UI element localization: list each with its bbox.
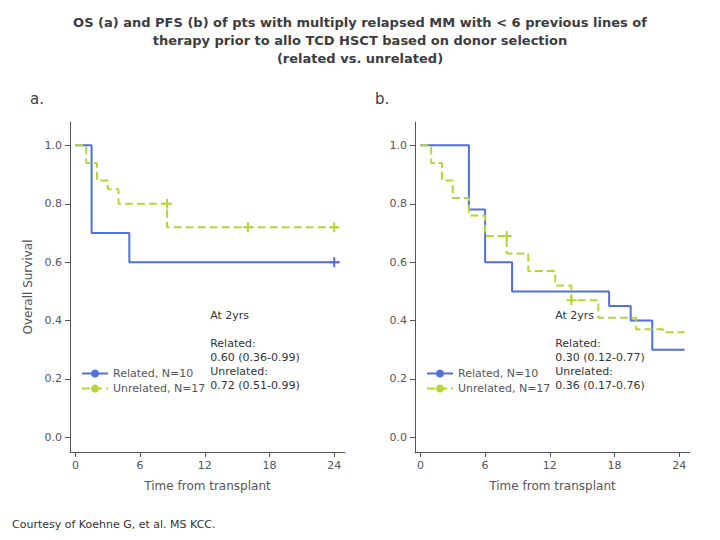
svg-text:0.72 (0.51-0.99): 0.72 (0.51-0.99) <box>210 379 300 392</box>
svg-text:Related:: Related: <box>210 337 255 350</box>
svg-text:0: 0 <box>72 459 79 472</box>
svg-text:At 2yrs: At 2yrs <box>555 309 594 322</box>
svg-text:a.: a. <box>30 90 44 108</box>
svg-text:24: 24 <box>327 459 341 472</box>
svg-text:1.0: 1.0 <box>390 139 408 152</box>
svg-text:24: 24 <box>672 459 686 472</box>
svg-text:OS (a) and PFS (b) of pts with: OS (a) and PFS (b) of pts with multiply … <box>73 15 647 30</box>
svg-text:0.36 (0.17-0.76): 0.36 (0.17-0.76) <box>555 379 645 392</box>
svg-text:18: 18 <box>263 459 277 472</box>
svg-text:0.4: 0.4 <box>45 314 63 327</box>
svg-text:0.4: 0.4 <box>390 314 408 327</box>
svg-text:0.2: 0.2 <box>45 372 63 385</box>
svg-text:0.6: 0.6 <box>390 256 408 269</box>
svg-text:At 2yrs: At 2yrs <box>210 309 249 322</box>
svg-text:6: 6 <box>137 459 144 472</box>
svg-text:0.60 (0.36-0.99): 0.60 (0.36-0.99) <box>210 351 300 364</box>
svg-text:Related:: Related: <box>555 337 600 350</box>
svg-text:6: 6 <box>482 459 489 472</box>
svg-text:Unrelated:: Unrelated: <box>210 365 268 378</box>
svg-text:0.2: 0.2 <box>390 372 408 385</box>
svg-text:b.: b. <box>375 90 389 108</box>
svg-text:0.0: 0.0 <box>45 431 63 444</box>
svg-text:0.0: 0.0 <box>390 431 408 444</box>
svg-text:therapy prior to allo TCD HSCT: therapy prior to allo TCD HSCT based on … <box>153 33 567 48</box>
svg-text:18: 18 <box>608 459 622 472</box>
svg-text:Unrelated, N=17: Unrelated, N=17 <box>113 382 205 395</box>
svg-text:Related, N=10: Related, N=10 <box>113 367 193 380</box>
svg-text:1.0: 1.0 <box>45 139 63 152</box>
svg-text:0.8: 0.8 <box>390 197 408 210</box>
svg-text:0.8: 0.8 <box>45 197 63 210</box>
svg-text:0.6: 0.6 <box>45 256 63 269</box>
svg-text:12: 12 <box>543 459 557 472</box>
svg-text:0.30 (0.12-0.77): 0.30 (0.12-0.77) <box>555 351 645 364</box>
svg-text:12: 12 <box>198 459 212 472</box>
svg-text:Unrelated, N=17: Unrelated, N=17 <box>458 382 550 395</box>
svg-text:0: 0 <box>417 459 424 472</box>
svg-text:Related, N=10: Related, N=10 <box>458 367 538 380</box>
svg-text:Overall Survival: Overall Survival <box>21 239 35 334</box>
svg-text:(related vs. unrelated): (related vs. unrelated) <box>277 51 443 66</box>
svg-text:Unrelated:: Unrelated: <box>555 365 613 378</box>
svg-text:Courtesy of Koehne G, et al. M: Courtesy of Koehne G, et al. MS KCC. <box>12 518 216 531</box>
svg-text:Time from transplant: Time from transplant <box>488 479 616 493</box>
svg-text:Time from transplant: Time from transplant <box>143 479 271 493</box>
